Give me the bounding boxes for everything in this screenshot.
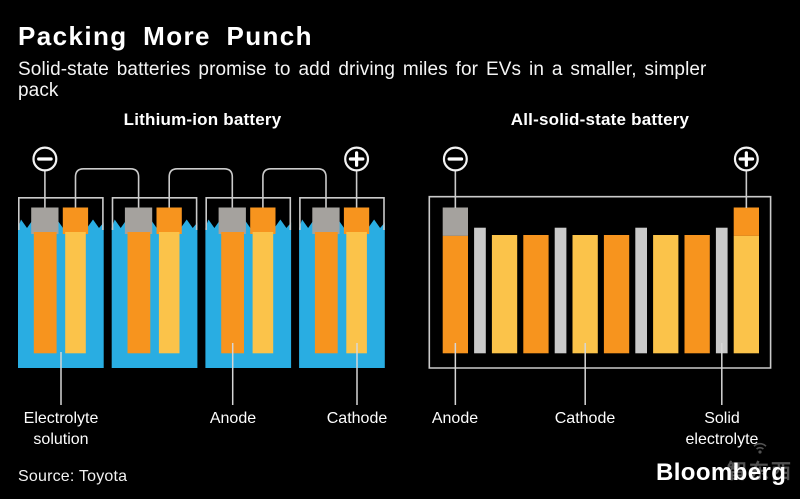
- cell-connector-wire: [262, 168, 327, 208]
- anode-bar: [221, 232, 244, 354]
- anode-tab: [124, 207, 153, 234]
- solid-electrolyte-bar: [635, 227, 647, 354]
- cell-case-outline: [111, 197, 198, 230]
- cell-connector-wire: [74, 168, 140, 208]
- cathode-tab: [250, 207, 276, 234]
- anode-bar: [442, 235, 468, 354]
- right-diagram-heading: All-solid-state battery: [510, 110, 690, 129]
- anode-terminal-tab: [442, 207, 468, 236]
- cathode-tab: [62, 207, 89, 234]
- electrolyte-solution: [111, 219, 198, 368]
- label-anode-right: Anode: [431, 410, 479, 427]
- anode-tab: [312, 207, 340, 234]
- cathode-bar: [65, 232, 86, 354]
- solid-electrolyte-bar: [474, 227, 486, 354]
- label-cathode-right: Cathode: [554, 410, 616, 427]
- cathode-bar: [491, 235, 518, 354]
- solid-electrolyte-bar: [715, 227, 728, 354]
- cathode-tab: [343, 207, 370, 234]
- label-anode-left: Anode: [209, 410, 257, 427]
- label-solid-electrolyte: Solid electrolyte: [685, 410, 759, 448]
- cathode-bar: [653, 235, 679, 354]
- positive-terminal-icon: [344, 146, 370, 172]
- watermark-text: 智东西: [727, 461, 793, 483]
- cathode-bar: [252, 232, 274, 354]
- battery-case-outline: [428, 195, 772, 369]
- negative-terminal-icon: [32, 146, 58, 172]
- label-electrolyte-solution: Electrolyte solution: [23, 410, 99, 448]
- anode-bar: [603, 235, 630, 354]
- left-diagram-heading: Lithium-ion battery: [123, 110, 282, 129]
- cathode-bar: [572, 235, 598, 354]
- page-title: Packing More Punch: [18, 21, 313, 51]
- electrolyte-solution: [299, 219, 385, 368]
- wifi-icon: [753, 442, 767, 454]
- cathode-terminal-tab: [733, 207, 759, 236]
- watermark: 智东西: [718, 441, 800, 484]
- source-credit: Source: Toyota: [18, 468, 128, 485]
- anode-bar: [314, 232, 338, 354]
- electrolyte-solution: [18, 219, 104, 368]
- cathode-tab: [156, 207, 182, 234]
- anode-bar: [33, 232, 57, 354]
- subtitle-line-1: Solid-state batteries promise to add dri…: [18, 59, 707, 80]
- negative-terminal-icon: [442, 146, 468, 172]
- cell-connector-wire: [168, 168, 234, 208]
- cathode-bar: [158, 232, 180, 354]
- all-solid-state-diagram: [428, 146, 772, 405]
- subtitle-line-2: pack: [18, 80, 59, 101]
- electrolyte-solution: [205, 219, 292, 368]
- bloomberg-logo: Bloomberg: [656, 459, 787, 486]
- anode-tab: [218, 207, 246, 234]
- anode-tab: [31, 207, 59, 234]
- anode-bar: [127, 232, 151, 354]
- cell-case-outline: [18, 197, 104, 230]
- cell-case-outline: [205, 197, 292, 230]
- anode-bar: [523, 235, 549, 354]
- label-cathode-left: Cathode: [326, 410, 388, 427]
- lithium-ion-diagram: [18, 146, 385, 405]
- anode-bar: [684, 235, 710, 354]
- solid-electrolyte-bar: [554, 227, 567, 354]
- cathode-bar: [346, 232, 367, 354]
- positive-terminal-icon: [733, 146, 759, 172]
- cathode-bar: [733, 235, 759, 354]
- cell-case-outline: [299, 197, 385, 230]
